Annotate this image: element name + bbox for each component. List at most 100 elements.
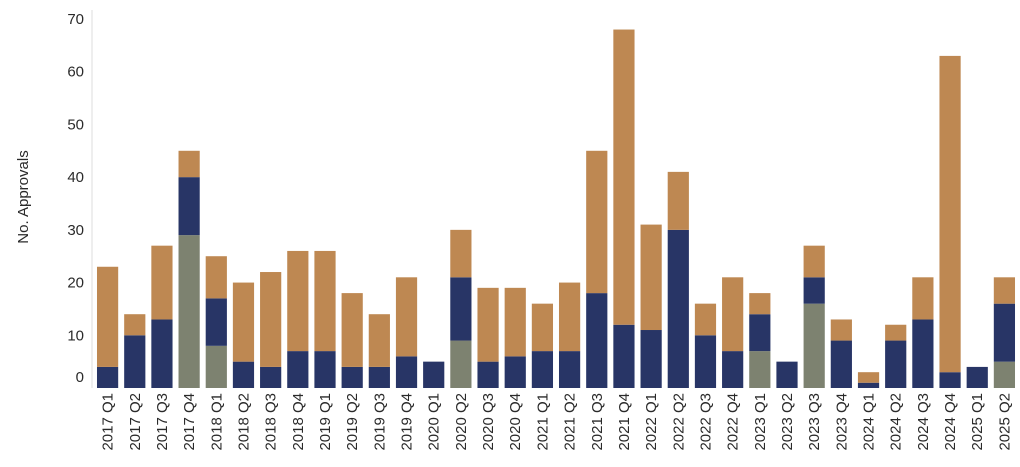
bar-segment-series-3 [477, 287, 499, 362]
x-tick-label: 2019 Q2 [344, 393, 361, 451]
x-tick-label: 2023 Q1 [752, 393, 769, 451]
bar-segment-series-2 [586, 293, 608, 388]
bar-segment-series-2 [803, 277, 825, 304]
x-tick-label: 2024 Q2 [888, 393, 905, 451]
bar-segment-series-2 [260, 366, 282, 388]
bar-segment-series-3 [939, 55, 961, 373]
bar-segment-series-3 [667, 171, 689, 230]
bar-segment-series-2 [395, 356, 418, 388]
y-tick-label: 20 [67, 275, 84, 292]
bar-segment-series-3 [96, 266, 119, 367]
x-tick-label: 2017 Q2 [127, 393, 144, 451]
bar-segment-series-3 [232, 282, 255, 362]
bar-segment-series-3 [749, 293, 771, 315]
bar-segment-series-3 [912, 277, 934, 320]
bar-segment-series-2 [939, 372, 961, 388]
x-tick-label: 2021 Q4 [616, 393, 633, 451]
x-tick-label: 2023 Q3 [806, 393, 823, 451]
x-tick-label: 2025 Q2 [996, 393, 1013, 451]
bar-segment-series-2 [531, 351, 554, 388]
bar-segment-series-3 [722, 277, 744, 352]
x-tick-label: 2019 Q1 [317, 393, 334, 451]
bar-segment-series-1 [450, 340, 472, 388]
bar-segment-series-2 [558, 351, 581, 388]
bar-segment-series-3 [341, 293, 363, 367]
bar-segment-series-3 [314, 250, 336, 352]
x-tick-label: 2018 Q2 [235, 393, 252, 451]
bar-segment-series-1 [749, 351, 771, 388]
x-tick-label: 2020 Q3 [480, 393, 497, 451]
bar-segment-series-3 [558, 282, 581, 352]
bar-segment-series-3 [151, 245, 173, 320]
bar-segment-series-3 [178, 150, 200, 178]
y-axis-title: No. Approvals [15, 150, 32, 243]
bar-segment-series-2 [749, 314, 771, 352]
bar-segment-series-2 [640, 330, 662, 388]
x-tick-label: 2025 Q1 [969, 393, 986, 451]
x-tick-label: 2024 Q1 [861, 393, 878, 451]
bar-segment-series-3 [124, 314, 146, 336]
y-tick-label: 60 [67, 64, 84, 81]
x-tick-label: 2023 Q2 [779, 393, 796, 451]
x-tick-label: 2023 Q4 [833, 393, 850, 451]
x-tick-label: 2020 Q2 [453, 393, 470, 451]
x-tick-label: 2022 Q3 [697, 393, 714, 451]
bar-segment-series-2 [314, 351, 336, 388]
bar-segment-series-2 [124, 335, 146, 388]
x-tick-label: 2022 Q4 [725, 393, 742, 451]
bar-segment-series-2 [993, 303, 1016, 362]
bar-segment-series-3 [531, 303, 554, 352]
y-tick-label: 10 [67, 327, 84, 344]
x-tick-label: 2022 Q2 [670, 393, 687, 451]
bar-segment-series-2 [178, 177, 200, 236]
bar-segment-series-2 [776, 361, 798, 388]
bar-segment-series-3 [260, 272, 282, 367]
x-tick-label: 2021 Q3 [589, 393, 606, 451]
bar-segment-series-3 [395, 277, 418, 357]
bar-segment-series-3 [368, 314, 390, 367]
bar-segment-series-3 [640, 224, 662, 331]
bar-segment-series-3 [857, 372, 880, 383]
x-tick-label: 2024 Q3 [915, 393, 932, 451]
bar-segment-series-2 [423, 361, 445, 388]
y-tick-label: 70 [67, 11, 84, 28]
bar-segment-series-3 [450, 229, 472, 278]
y-tick-label: 40 [67, 169, 84, 186]
bar-segment-series-2 [694, 335, 717, 388]
bar-segment-series-3 [830, 319, 852, 341]
bar-segment-series-3 [504, 287, 526, 357]
bar-segment-series-2 [504, 356, 526, 388]
bar-segment-series-2 [477, 361, 499, 388]
x-tick-label: 2020 Q4 [507, 393, 524, 451]
bars [96, 29, 1016, 388]
bar-segment-series-3 [885, 324, 907, 341]
x-tick-label: 2021 Q1 [534, 393, 551, 451]
bar-segment-series-2 [966, 366, 988, 388]
x-tick-label: 2021 Q2 [562, 393, 579, 451]
bar-segment-series-2 [912, 319, 934, 388]
bar-segment-series-2 [151, 319, 173, 388]
x-tick-label: 2020 Q1 [426, 393, 443, 451]
x-tick-label: 2019 Q4 [399, 393, 416, 451]
x-tick-label: 2017 Q1 [100, 393, 117, 451]
bar-segment-series-1 [205, 345, 227, 388]
bar-segment-series-2 [885, 340, 907, 388]
bar-segment-series-1 [178, 235, 200, 388]
x-axis: 2017 Q1 2017 Q2 2017 Q3 2017 Q4 2018 Q1 2018 … [100, 393, 1014, 451]
bar-segment-series-2 [830, 340, 852, 388]
x-tick-label: 2018 Q1 [208, 393, 225, 451]
x-tick-label: 2017 Q4 [181, 393, 198, 451]
x-tick-label: 2018 Q4 [290, 393, 307, 451]
x-tick-label: 2018 Q3 [263, 393, 280, 451]
x-tick-label: 2022 Q1 [643, 393, 660, 451]
bar-segment-series-3 [287, 250, 309, 352]
bar-segment-series-2 [287, 351, 309, 388]
bar-segment-series-2 [96, 366, 119, 388]
x-tick-label: 2024 Q4 [942, 393, 959, 451]
bar-segment-series-2 [722, 351, 744, 388]
bar-segment-series-3 [694, 303, 717, 336]
bar-segment-series-2 [857, 382, 880, 388]
bar-segment-series-2 [450, 277, 472, 341]
bar-segment-series-1 [993, 361, 1016, 388]
x-tick-label: 2019 Q3 [371, 393, 388, 451]
